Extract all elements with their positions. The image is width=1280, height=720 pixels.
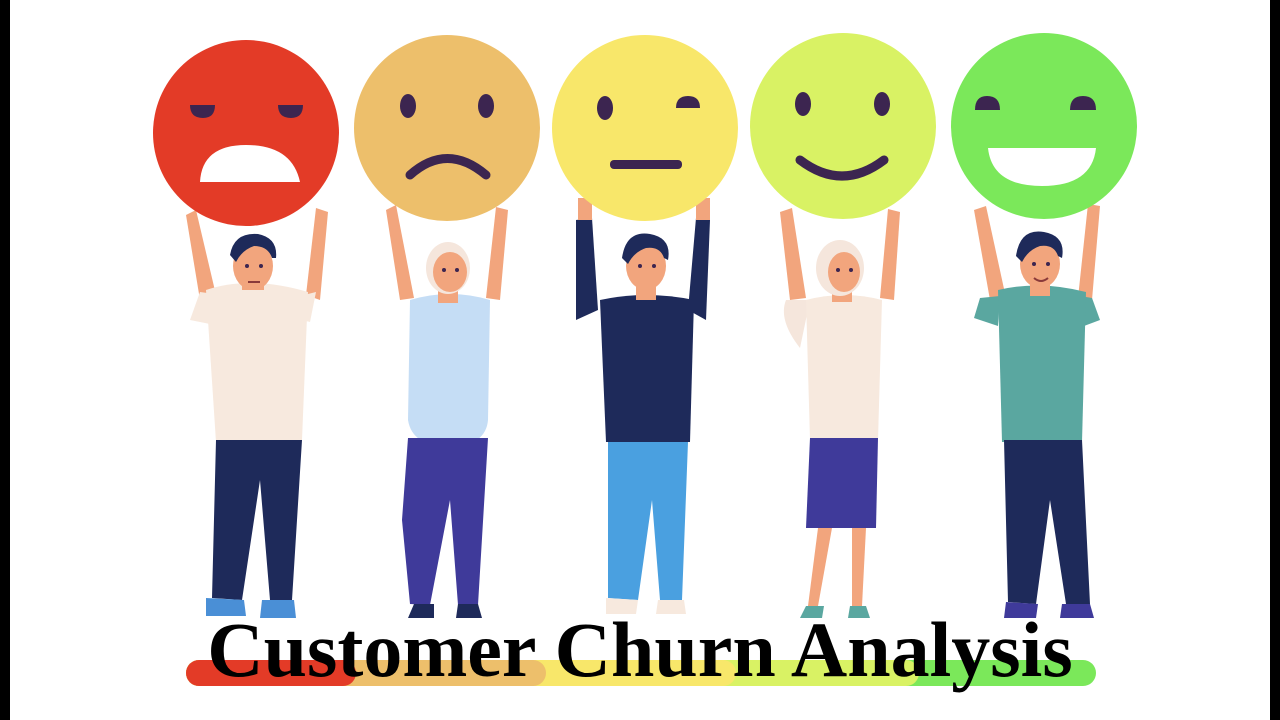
person-happy (780, 208, 900, 618)
person-neutral (576, 198, 710, 614)
thumbnail-frame: Customer Churn Analysis (10, 0, 1270, 720)
video-title: Customer Churn Analysis (207, 606, 1073, 693)
person-angry (186, 208, 328, 618)
neutral-face-icon (552, 35, 738, 221)
smiling-face-icon (750, 33, 936, 219)
scale-segment-angry (186, 660, 356, 686)
satisfaction-scale-bar (186, 660, 1096, 686)
customer-satisfaction-illustration (153, 33, 1137, 686)
laughing-face-icon (951, 33, 1137, 219)
sad-face-icon (354, 35, 540, 221)
person-very-happy (974, 204, 1100, 618)
angry-face-icon (153, 40, 339, 226)
person-sad (386, 205, 508, 618)
